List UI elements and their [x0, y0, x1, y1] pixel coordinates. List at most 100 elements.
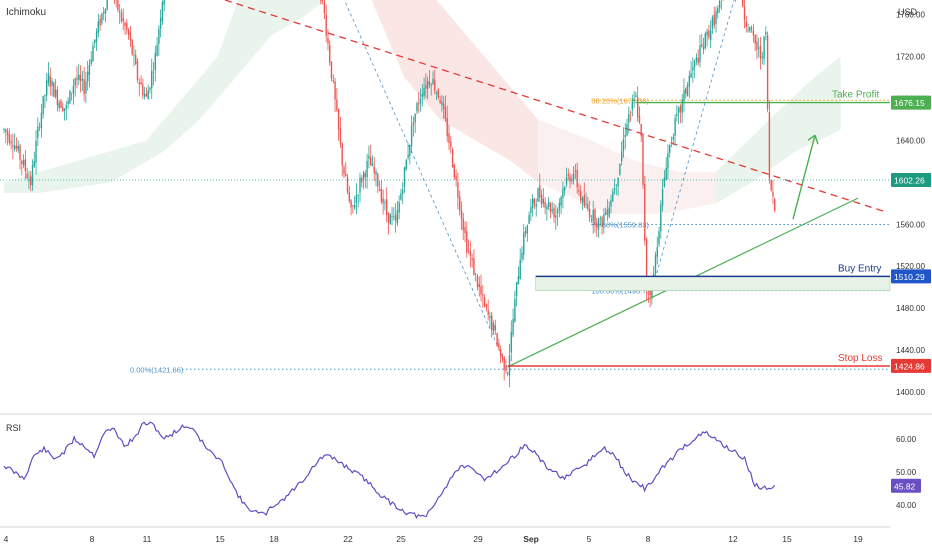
- rsi-current-tag: [891, 478, 921, 493]
- candle: [163, 0, 165, 12]
- candle-body: [143, 94, 146, 97]
- candle: [473, 249, 475, 276]
- candle-body: [469, 251, 472, 256]
- candle-body: [677, 107, 680, 114]
- candle: [327, 29, 329, 51]
- candle: [156, 37, 158, 57]
- rsi-line: [3, 421, 776, 519]
- candle-body: [688, 75, 690, 87]
- candle: [459, 190, 461, 216]
- candle-body: [418, 103, 420, 105]
- time-tick-label: 22: [343, 534, 353, 544]
- candle-body: [774, 199, 776, 211]
- candle: [28, 170, 30, 189]
- candle: [574, 164, 577, 180]
- candle-body: [480, 286, 482, 295]
- candle: [692, 57, 694, 83]
- candle: [78, 63, 80, 86]
- candle-body: [391, 216, 393, 217]
- candle-body: [763, 36, 765, 59]
- time-tick-label: 19: [853, 534, 863, 544]
- candle-body: [683, 90, 685, 102]
- candle: [656, 236, 658, 265]
- take-profit-tag: [891, 95, 931, 110]
- candle-body: [63, 108, 66, 112]
- candle-body: [441, 101, 443, 106]
- candle: [14, 133, 16, 152]
- candle: [147, 84, 149, 100]
- candle-body: [638, 116, 641, 123]
- candle-body: [51, 80, 53, 86]
- candle-body: [603, 214, 605, 224]
- candle: [58, 99, 60, 112]
- candle-body: [485, 304, 488, 308]
- candle: [708, 24, 710, 40]
- candle-body: [613, 188, 616, 191]
- candle: [37, 117, 39, 147]
- candle: [699, 34, 701, 68]
- fib-right-label: 78.60%(1559.83): [591, 220, 649, 229]
- candle: [548, 196, 550, 211]
- ichimoku-cloud: [4, 0, 841, 214]
- candle: [54, 78, 57, 99]
- candle-body: [619, 164, 621, 175]
- resistance-trendline: [224, 0, 887, 213]
- candle-body: [402, 189, 404, 194]
- candle: [681, 93, 683, 123]
- candle-body: [30, 176, 32, 185]
- candle: [437, 88, 439, 100]
- candle-body: [710, 30, 712, 41]
- candle-body: [626, 124, 628, 136]
- candle-body: [8, 134, 10, 143]
- fib-right-label: 38.20%(1678.38): [591, 96, 649, 105]
- candle: [629, 110, 632, 122]
- buy-entry-tag: [891, 269, 931, 284]
- candle: [633, 90, 635, 108]
- candle: [377, 172, 379, 193]
- candle-body: [78, 74, 80, 80]
- candle: [528, 211, 530, 225]
- candle: [457, 172, 459, 210]
- candle-body: [156, 44, 158, 56]
- candle-body: [22, 160, 25, 166]
- candle-body: [615, 184, 617, 186]
- candle-body: [403, 167, 406, 187]
- candle: [426, 76, 429, 100]
- candle-body: [375, 171, 377, 175]
- candle-body: [743, 6, 746, 20]
- candle-body: [482, 294, 484, 296]
- candle: [120, 8, 123, 24]
- candle-body: [576, 170, 578, 188]
- candle-body: [12, 145, 14, 147]
- candle: [715, 6, 717, 33]
- candle-body: [341, 143, 343, 166]
- candle: [549, 201, 552, 219]
- time-tick-label: 15: [782, 534, 792, 544]
- candle: [434, 69, 436, 95]
- candle-body: [612, 191, 614, 202]
- price-tick-label: 1760.00: [896, 11, 925, 20]
- candle: [475, 272, 477, 282]
- candle-body: [537, 188, 539, 202]
- candle: [69, 89, 71, 105]
- candle: [613, 178, 616, 195]
- candle: [151, 58, 153, 100]
- time-tick-label: 18: [269, 534, 279, 544]
- candle: [624, 123, 626, 150]
- price-tick-label: 1640.00: [896, 137, 925, 146]
- candle-body: [517, 276, 520, 284]
- candle: [79, 65, 82, 93]
- candle: [40, 104, 43, 138]
- candle: [113, 0, 115, 4]
- candle-body: [74, 78, 76, 86]
- candle-body: [478, 284, 480, 288]
- candle-body: [31, 164, 34, 186]
- candle-body: [565, 177, 568, 185]
- candle: [94, 39, 96, 48]
- candle-body: [608, 207, 610, 217]
- candle-body: [124, 22, 126, 27]
- candle: [346, 173, 349, 195]
- candle: [467, 239, 470, 254]
- candle: [62, 102, 64, 113]
- candle-body: [704, 33, 706, 49]
